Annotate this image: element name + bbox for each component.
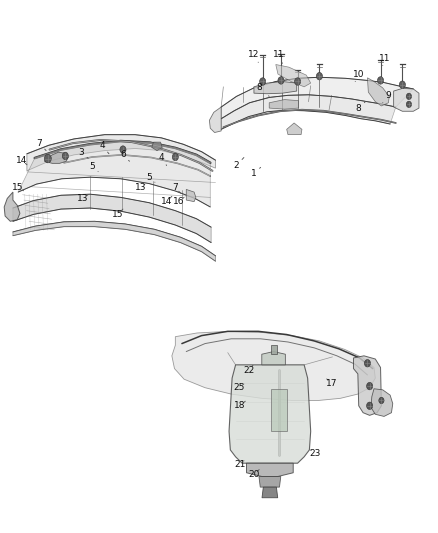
Circle shape [260,78,266,85]
Polygon shape [276,64,311,87]
Text: 3: 3 [78,148,88,158]
Text: 16: 16 [173,197,184,206]
Circle shape [62,152,68,160]
Polygon shape [152,142,162,151]
Text: 22: 22 [243,365,254,375]
Polygon shape [262,487,278,498]
Circle shape [406,93,412,100]
Polygon shape [172,332,375,400]
Text: 25: 25 [233,383,244,392]
Text: 10: 10 [353,70,364,82]
Text: 11: 11 [379,54,391,66]
Polygon shape [221,95,396,130]
Circle shape [120,146,126,154]
Text: 15: 15 [12,183,24,192]
Polygon shape [271,345,277,354]
Text: 13: 13 [77,194,88,203]
Polygon shape [13,194,211,243]
Text: 5: 5 [89,162,98,172]
Text: 5: 5 [146,173,155,182]
Text: 4: 4 [159,153,166,165]
Circle shape [294,78,300,85]
Text: 14: 14 [161,196,172,206]
Polygon shape [262,352,286,365]
Circle shape [364,360,371,367]
Circle shape [172,154,178,161]
Polygon shape [371,389,393,416]
Polygon shape [254,82,297,94]
Polygon shape [186,189,196,201]
Circle shape [44,155,51,163]
Polygon shape [269,100,298,109]
Polygon shape [394,88,419,111]
Polygon shape [287,123,302,135]
Circle shape [399,81,406,88]
Text: 14: 14 [16,156,27,165]
Circle shape [316,72,322,80]
Text: 15: 15 [112,209,124,219]
Circle shape [367,402,373,409]
Circle shape [367,382,373,390]
Text: 18: 18 [234,401,246,410]
Polygon shape [4,192,20,221]
Text: 8: 8 [356,102,365,113]
Polygon shape [229,365,311,463]
Text: 12: 12 [248,51,260,62]
Circle shape [406,101,412,108]
Text: 1: 1 [251,167,261,178]
Text: 23: 23 [309,449,321,458]
Polygon shape [353,356,381,415]
Text: 8: 8 [256,83,269,96]
Text: 13: 13 [134,183,146,192]
Text: 20: 20 [248,470,260,479]
Polygon shape [209,107,221,133]
Text: 11: 11 [272,51,284,63]
Text: 9: 9 [383,91,391,103]
Polygon shape [44,152,68,164]
Text: 21: 21 [234,460,246,469]
Text: 7: 7 [36,139,46,151]
Text: 4: 4 [99,141,109,154]
Polygon shape [367,78,389,106]
Polygon shape [247,463,293,477]
Polygon shape [13,221,215,261]
Text: 7: 7 [173,183,180,193]
Circle shape [379,397,384,403]
Polygon shape [221,77,413,119]
Polygon shape [272,389,287,431]
Polygon shape [259,477,281,487]
Polygon shape [18,141,210,207]
Circle shape [278,77,284,84]
Circle shape [378,77,384,84]
Polygon shape [27,135,215,171]
Text: 6: 6 [120,150,130,161]
Text: 17: 17 [326,379,337,388]
Text: 2: 2 [233,158,244,170]
